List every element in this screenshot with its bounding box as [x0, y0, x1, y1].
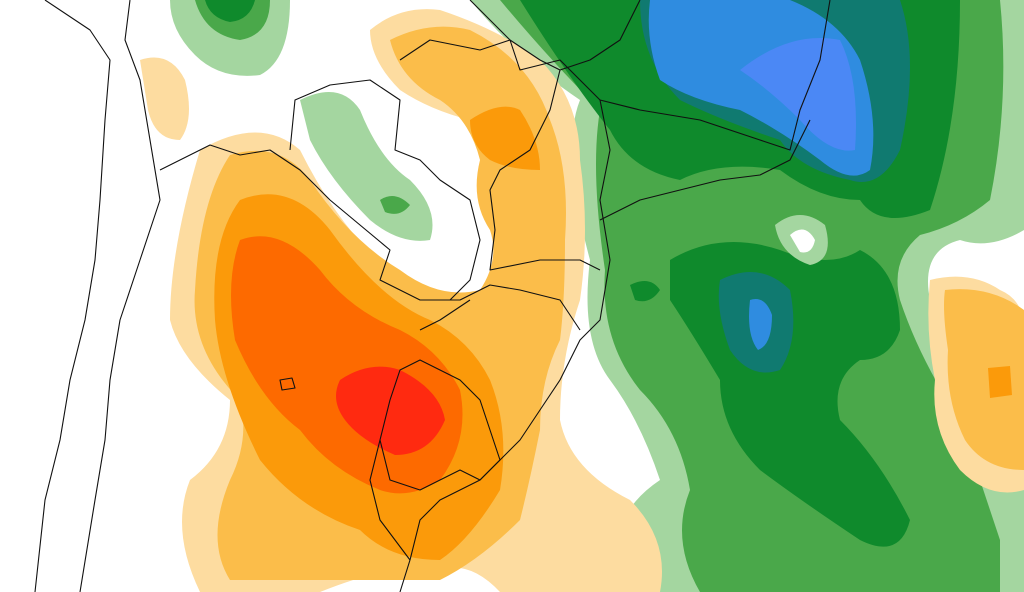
contour-dark-orange [988, 366, 1012, 398]
contour-light-orange [140, 57, 189, 140]
wet-anomaly-area [170, 0, 1024, 592]
border-line [79, 0, 161, 592]
contour-red [336, 366, 445, 455]
coastline [599, 119, 811, 221]
lake [279, 377, 296, 391]
contour-bright-blue [740, 38, 856, 151]
contour-dark-green [630, 281, 660, 302]
border-line [369, 439, 411, 561]
coastline [399, 0, 611, 592]
border-line [489, 69, 601, 271]
coastline [34, 0, 111, 592]
contour-dark-orange [470, 106, 540, 170]
dry-anomaly-area [140, 9, 1024, 592]
contour-green [380, 196, 410, 214]
border-line [599, 0, 831, 151]
contour-dark-green [205, 0, 255, 22]
borders [34, 0, 831, 592]
contour-orange [944, 289, 1024, 470]
border-line [159, 144, 581, 331]
border-line [289, 79, 481, 301]
contour-neutral [790, 229, 815, 253]
border-line [399, 0, 641, 71]
contour-blue [749, 299, 772, 350]
